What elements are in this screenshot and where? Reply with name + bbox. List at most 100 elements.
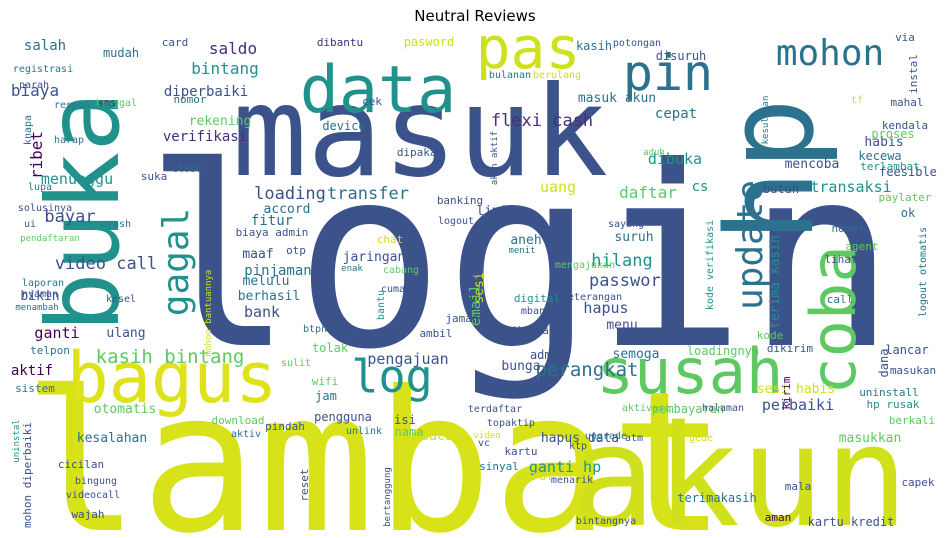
word-mudah: mudah [103, 46, 139, 60]
word-data: data [300, 53, 457, 128]
word-transfer: transfer [327, 184, 409, 204]
word-mohon-diperbaiki: mohon diperbaiki [21, 422, 34, 528]
word-call: call [827, 293, 854, 306]
word-proses: proses [871, 127, 914, 141]
word-suruh: suruh [614, 230, 653, 245]
word-transaksi: transaksi [810, 178, 891, 196]
word-saldo: saldo [209, 39, 257, 58]
word-reset: reset [298, 468, 311, 501]
word-halaman: halaman [702, 403, 744, 414]
word-biaya-admin: biaya admin [236, 226, 309, 239]
word-semoga: semoga [613, 347, 660, 362]
word-akun: akun [571, 396, 908, 538]
word-gagal: gagal [156, 208, 197, 316]
word-error: error [515, 469, 554, 484]
word-aktivasi: aktivasi [622, 403, 670, 414]
word-mahal: mahal [890, 96, 923, 109]
word-ok: ok [901, 206, 916, 220]
word-aktiv: aktiv [231, 429, 261, 440]
word-berhasil: berhasil [238, 289, 301, 304]
word-btpn: btpn [303, 324, 327, 335]
word-masuk: masuk [232, 60, 608, 205]
word-pinjaman: pinjaman [244, 263, 311, 279]
word-lihat: lihat [824, 253, 857, 266]
word-hilang: hilang [591, 251, 652, 271]
word-masuk-akun: masuk akun [578, 91, 656, 106]
word-aman: aman [765, 511, 792, 524]
word-password: password [589, 271, 671, 291]
word-admin: admin [530, 348, 566, 362]
word-tanggal: tanggal [95, 98, 137, 109]
word-log: log [351, 350, 432, 403]
word-aktif: aktif [11, 363, 53, 379]
word-loading: loading [254, 184, 326, 204]
word-perbaiki: perbaiki [762, 396, 834, 414]
word-crash: crash [101, 219, 131, 230]
word-rekening: rekening [189, 114, 252, 129]
word-email: email [468, 284, 484, 326]
word-isi: isi [394, 413, 416, 427]
word-jaman: jaman [445, 312, 478, 325]
word-uang: uang [540, 178, 576, 196]
word-menit: menit [508, 246, 535, 256]
word-ktp: ktp [569, 441, 587, 452]
word-biaya: biaya [11, 81, 59, 100]
word-coba: coba [797, 245, 870, 394]
word-kecewa: kecewa [858, 149, 901, 163]
word-pendaftaran: pendaftaran [20, 234, 80, 244]
word-kesulitan: kesulitan [761, 96, 771, 145]
word-loadingnya: loadingnya [687, 344, 759, 358]
word-menambah: menambah [15, 303, 58, 313]
word-registrasi: registrasi [13, 64, 73, 75]
word-videocall: videocall [66, 490, 120, 501]
word-vc: vc [478, 438, 490, 449]
word-bingung: bingung [75, 476, 117, 487]
word-akun-aktif: akun aktif [490, 131, 500, 185]
word-kartu: kartu [504, 445, 537, 458]
word-mala: mala [785, 480, 812, 493]
chart-title: Neutral Reviews [414, 7, 536, 25]
word-daftar: daftar [619, 183, 677, 202]
word-dana: dana [877, 349, 891, 378]
word-terima-kasih: terima kasih [768, 235, 783, 329]
word-tf: tf [851, 95, 863, 106]
word-chat: chat [377, 233, 404, 246]
word-ribet: ribet [27, 131, 46, 179]
word-harap: harap [54, 135, 84, 146]
word-otp: otp [286, 244, 306, 257]
word-pengajuan: pengajuan [367, 350, 448, 368]
word-bunga: bunga [501, 359, 540, 374]
word-buka: buka [25, 92, 142, 333]
word-download: download [212, 414, 265, 427]
word-sesi: sesi [472, 272, 487, 303]
word-banking: banking [437, 194, 483, 207]
word-dicoba: dicoba [509, 324, 549, 337]
word-video-call: video call [55, 254, 157, 274]
word-tolak: tolak [312, 341, 349, 355]
word-masukkan: masukkan [839, 431, 902, 446]
word-mbanking: mbanking [521, 306, 569, 317]
word-dibantu: dibantu [317, 36, 363, 49]
word-wifi: wifi [312, 375, 339, 388]
word-potongan: potongan [613, 38, 661, 49]
word-hp: hp [702, 98, 841, 243]
word-nyaman: nyaman [22, 289, 58, 300]
word-suka: suka [141, 170, 168, 183]
word-bertanggung: bertanggung [383, 467, 393, 527]
word-atm: atm [625, 433, 643, 444]
word-berkali: berkali [889, 414, 935, 427]
word-instal: instal [907, 54, 920, 94]
word-video: video [473, 431, 500, 441]
word-mohon: mohon [776, 33, 884, 74]
word-pindah: pindah [265, 420, 305, 433]
word-lupa: lupa [28, 182, 52, 193]
word-close: close [172, 164, 202, 175]
word-menu: menu [606, 318, 637, 333]
word-fitur: fitur [251, 213, 293, 229]
word-sulit: sulit [281, 358, 311, 369]
word-maaf: maaf [242, 247, 273, 262]
word-diperbaiki: diperbaiki [164, 84, 248, 100]
word-sayang: sayang [608, 219, 644, 230]
word-sinyal: sinyal [479, 460, 519, 473]
word-terimakasih: terimakasih [677, 491, 756, 505]
